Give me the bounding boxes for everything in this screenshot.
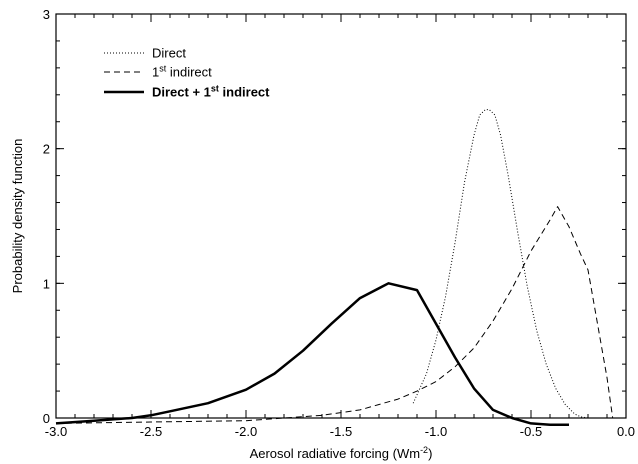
x-axis-label: Aerosol radiative forcing (Wm-2): [250, 445, 433, 461]
axis-ticks: -3.0 -2.5 -2.0 -1.5 -1.0 -0.5 0.0 0 1 2 3: [43, 7, 635, 439]
legend-label-first-indirect: 1st indirect: [152, 64, 212, 80]
y-tick-label: 1: [43, 276, 50, 291]
x-tick-label: -3.0: [45, 424, 67, 439]
series-direct-line: [412, 109, 589, 419]
y-axis-label: Probability density function: [10, 139, 25, 294]
x-tick-label: 0.0: [617, 424, 635, 439]
series-first-indirect-line: [55, 206, 614, 424]
legend-label-combined: Direct + 1st indirect: [152, 84, 270, 100]
x-tick-label: -1.5: [330, 424, 352, 439]
legend: Direct 1st indirect Direct + 1st indirec…: [104, 46, 270, 100]
legend-label-direct: Direct: [152, 46, 186, 61]
x-tick-label: -2.0: [235, 424, 257, 439]
y-tick-label: 2: [43, 142, 50, 157]
x-tick-label: -1.0: [425, 424, 447, 439]
x-tick-label: -0.5: [520, 424, 542, 439]
x-tick-label: -2.5: [140, 424, 162, 439]
series-lines: [55, 109, 614, 426]
y-tick-label: 3: [43, 7, 50, 22]
series-combined-line: [55, 282, 569, 426]
y-tick-label: 0: [43, 411, 50, 426]
plot-frame: [55, 13, 627, 419]
